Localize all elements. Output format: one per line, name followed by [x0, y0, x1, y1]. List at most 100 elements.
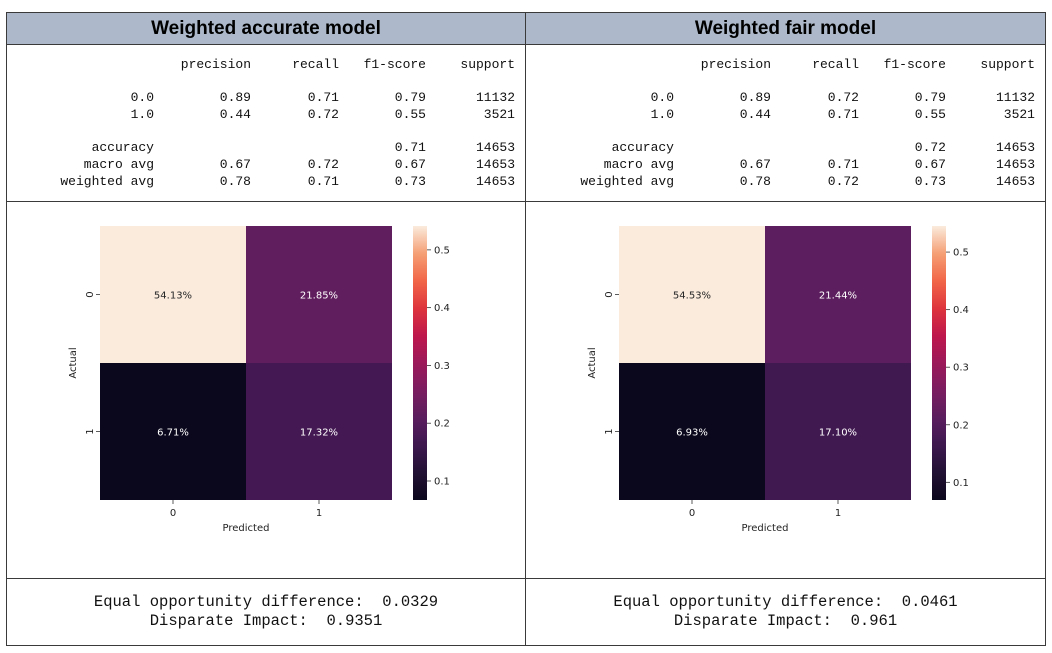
report-column-header: f1-score — [363, 57, 426, 72]
heatmap-cell — [246, 226, 392, 363]
report-summary-row-f1: 0.67 — [394, 157, 426, 172]
cell-annotation: 54.53% — [673, 291, 711, 302]
report-summary-row-f1: 0.73 — [394, 174, 426, 189]
report-summary-row-support: 14653 — [995, 157, 1035, 172]
cell-annotation: 6.71% — [157, 428, 189, 439]
x-tick-label: 1 — [316, 508, 322, 519]
colorbar-tick-label: 0.5 — [953, 248, 969, 259]
colorbar-tick-label: 0.2 — [434, 419, 450, 430]
panel-title-accurate: Weighted accurate model — [7, 13, 526, 45]
cell-annotation: 17.10% — [819, 428, 857, 439]
report-summary-row-precision: 0.78 — [219, 174, 251, 189]
report-column-header: precision — [700, 57, 771, 72]
report-summary-row-f1: 0.67 — [914, 157, 946, 172]
report-row-label: 1.0 — [650, 107, 674, 122]
report-row-f1: 0.79 — [914, 90, 946, 105]
colorbar-tick-label: 0.1 — [434, 476, 450, 487]
colorbar-tick-label: 0.4 — [953, 305, 969, 316]
eod-value: 0.0329 — [382, 593, 439, 611]
confusion-matrix-accurate: 54.13% 21.85% 6.71% 17.32% 0 1 0 1 Predicted Actu… — [7, 202, 526, 579]
y-tick-label: 1 — [604, 428, 615, 434]
report-summary-row-precision: 0.67 — [219, 157, 251, 172]
colorbar-tick-label: 0.5 — [434, 245, 450, 256]
report-row-precision: 0.89 — [739, 90, 771, 105]
x-axis-label: Predicted — [742, 523, 789, 534]
classification-report-fair: precision recall f1-score support 0.0 0.89 0.7… — [526, 45, 1045, 202]
report-summary-row-label: macro avg — [603, 157, 674, 172]
classification-report-accurate: precision recall f1-score support 0.0 0.89 0.7… — [7, 45, 526, 202]
heatmap-cell — [100, 363, 246, 500]
eod-value: 0.0461 — [901, 593, 958, 611]
x-tick-label: 0 — [170, 508, 176, 519]
x-tick-label: 0 — [689, 508, 695, 519]
cell-annotation: 17.32% — [300, 428, 338, 439]
colorbar-tick-label: 0.2 — [953, 420, 969, 431]
report-row-recall: 0.72 — [307, 107, 339, 122]
cell-annotation: 54.13% — [154, 291, 192, 302]
report-column-header: recall — [812, 57, 859, 72]
disparate-impact-line: Disparate Impact: 0.9351 — [150, 612, 383, 631]
report-row-recall: 0.71 — [307, 90, 339, 105]
heatmap-cell — [246, 363, 392, 500]
di-label: Disparate Impact: — [673, 612, 832, 630]
equal-opportunity-line: Equal opportunity difference: 0.0461 — [613, 593, 957, 612]
heatmap-cell — [100, 226, 246, 363]
report-row-label: 0.0 — [650, 90, 674, 105]
y-axis-label: Actual — [68, 347, 79, 378]
di-label: Disparate Impact: — [149, 612, 308, 630]
report-summary-row-label: macro avg — [83, 157, 154, 172]
report-row-label: 1.0 — [130, 107, 154, 122]
report-summary-row-label: weighted avg — [580, 174, 674, 189]
report-summary-row-precision: 0.67 — [739, 157, 771, 172]
report-row-f1: 0.55 — [914, 107, 946, 122]
report-row-support: 3521 — [483, 107, 515, 122]
report-summary-row-f1: 0.72 — [914, 140, 946, 155]
report-row-recall: 0.71 — [827, 107, 859, 122]
report-summary-row-f1: 0.73 — [914, 174, 946, 189]
y-tick-label: 0 — [604, 291, 615, 297]
report-column-header: precision — [180, 57, 251, 72]
panel-title-fair: Weighted fair model — [526, 13, 1045, 45]
report-summary-row-label: weighted avg — [60, 174, 154, 189]
report-summary-row-support: 14653 — [475, 174, 515, 189]
report-column-header: f1-score — [883, 57, 946, 72]
report-row-support: 3521 — [1003, 107, 1035, 122]
heatmap-chart: 54.53% 21.44% 6.93% 17.10% 0 1 0 1 Predicted Actu… — [587, 226, 969, 534]
report-summary-row-recall: 0.72 — [827, 174, 859, 189]
x-tick-label: 1 — [835, 508, 841, 519]
y-tick-label: 0 — [85, 291, 96, 297]
report-summary-row-support: 14653 — [995, 140, 1035, 155]
report-summary-row-support: 14653 — [475, 157, 515, 172]
report-row-f1: 0.79 — [394, 90, 426, 105]
report-summary-row-recall: 0.71 — [307, 174, 339, 189]
eod-label: Equal opportunity difference: — [613, 593, 884, 611]
disparate-impact-line: Disparate Impact: 0.961 — [674, 612, 897, 631]
report-column-header: support — [460, 57, 515, 72]
fairness-metrics-fair: Equal opportunity difference: 0.0461 Dis… — [526, 579, 1045, 645]
cell-annotation: 6.93% — [676, 428, 708, 439]
colorbar-tick-label: 0.3 — [953, 363, 969, 374]
report-row-f1: 0.55 — [394, 107, 426, 122]
report-summary-row-f1: 0.71 — [394, 140, 426, 155]
report-column-header: support — [980, 57, 1035, 72]
colorbar-tick-label: 0.1 — [953, 478, 969, 489]
colorbar-tick-label: 0.4 — [434, 303, 450, 314]
report-row-precision: 0.89 — [219, 90, 251, 105]
report-summary-row-support: 14653 — [475, 140, 515, 155]
report-column-header: recall — [292, 57, 339, 72]
comparison-table: Weighted accurate model Weighted fair mo… — [6, 12, 1046, 646]
report-row-recall: 0.72 — [827, 90, 859, 105]
colorbar-tick-label: 0.3 — [434, 361, 450, 372]
report-row-precision: 0.44 — [219, 107, 251, 122]
di-value: 0.961 — [850, 612, 898, 630]
colorbar — [932, 226, 946, 500]
y-axis-label: Actual — [587, 347, 598, 378]
report-row-support: 11132 — [995, 90, 1035, 105]
eod-label: Equal opportunity difference: — [93, 593, 364, 611]
equal-opportunity-line: Equal opportunity difference: 0.0329 — [94, 593, 438, 612]
report-row-support: 11132 — [475, 90, 515, 105]
confusion-matrix-fair: 54.53% 21.44% 6.93% 17.10% 0 1 0 1 Predicted Actu… — [526, 202, 1045, 579]
report-row-precision: 0.44 — [739, 107, 771, 122]
report-summary-row-label: accuracy — [611, 140, 674, 155]
heatmap-cell — [765, 226, 911, 363]
